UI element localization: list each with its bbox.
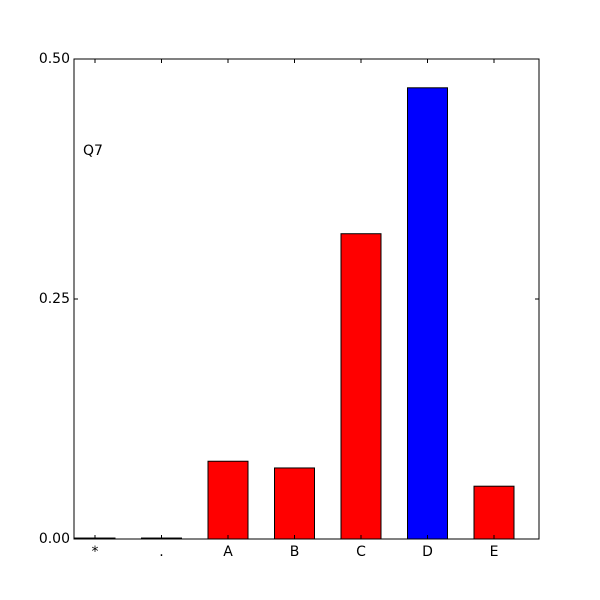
- bar: [274, 467, 315, 540]
- bar: [340, 233, 382, 540]
- x-tick-label: .: [159, 544, 163, 560]
- x-tick-label: A: [223, 544, 233, 560]
- bar: [207, 460, 249, 540]
- bar: [407, 87, 448, 540]
- y-tick-label: 0.50: [39, 51, 70, 67]
- plot-frame: [73, 58, 540, 540]
- bar: [473, 485, 515, 540]
- x-tick-label: E: [490, 544, 499, 560]
- x-tick-label: *: [92, 544, 99, 560]
- annotation: Q7: [83, 143, 103, 159]
- x-tick-label: D: [422, 544, 433, 560]
- x-tick-label: B: [290, 544, 300, 560]
- y-tick-label: 0.25: [39, 291, 70, 307]
- y-tick-label: 0.00: [39, 531, 70, 547]
- x-tick-label: C: [356, 544, 366, 560]
